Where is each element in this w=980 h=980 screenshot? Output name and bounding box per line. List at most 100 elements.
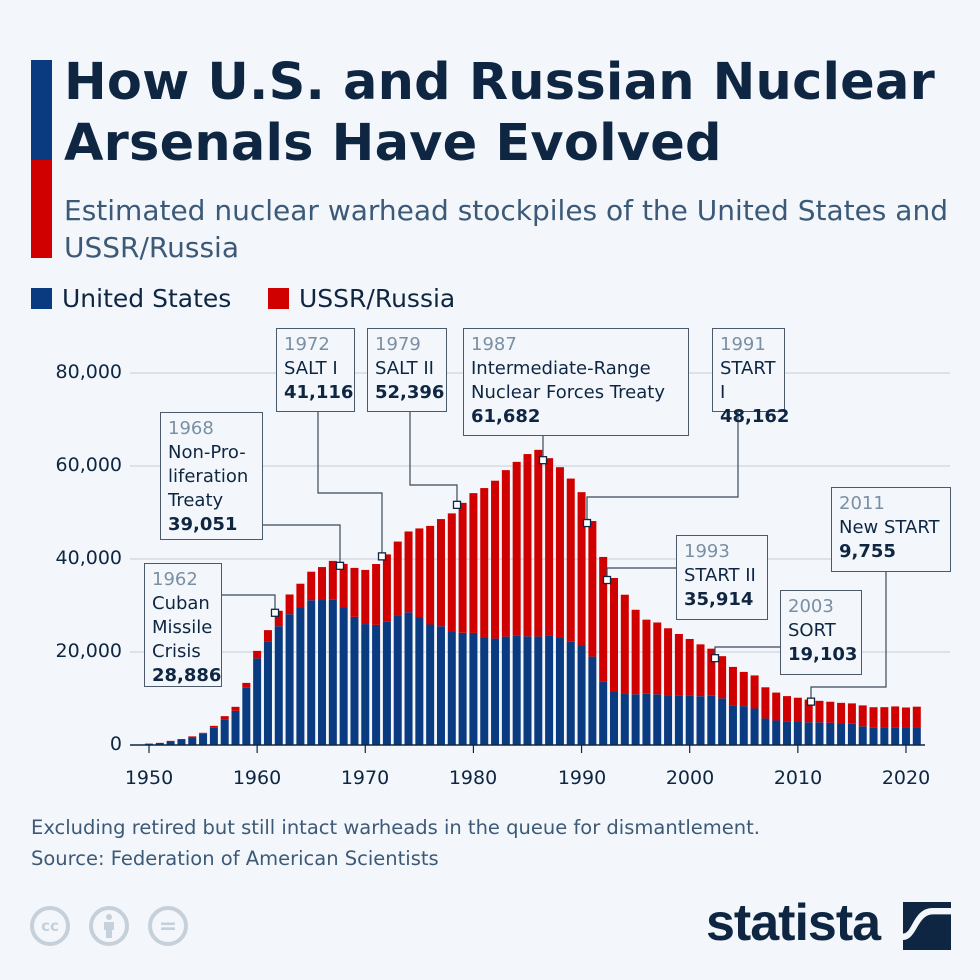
- annotation-year: 1968: [168, 418, 214, 439]
- annotation-marker-2011: [806, 697, 816, 706]
- bar-ussr-russia-2020: [901, 707, 910, 728]
- by-icon[interactable]: [89, 906, 129, 946]
- bar-united-states-2008: [772, 720, 781, 745]
- annotation-marker-1991: [582, 518, 592, 528]
- bar-united-states-1975: [415, 617, 424, 745]
- bar-united-states-1955: [199, 733, 208, 745]
- bar-ussr-russia-1965: [307, 571, 316, 601]
- bar-ussr-russia-2018: [880, 707, 889, 728]
- bar-ussr-russia-1999: [674, 633, 683, 696]
- bar-ussr-russia-2017: [869, 707, 878, 728]
- annotation-marker-1979: [452, 500, 462, 510]
- bar-united-states-1957: [220, 719, 229, 745]
- bar-united-states-1960: [253, 658, 262, 745]
- bar-ussr-russia-2014: [837, 702, 846, 724]
- annotation-label: Nuclear Forces Treaty: [471, 382, 665, 403]
- bar-ussr-russia-1971: [372, 564, 381, 625]
- annotation-value: 9,755: [839, 541, 896, 562]
- bar-united-states-1987: [545, 635, 554, 745]
- annotation-value: 19,103: [788, 644, 858, 665]
- y-tick-label: 20,000: [55, 640, 122, 662]
- bar-united-states-2013: [826, 722, 835, 745]
- bar-ussr-russia-1989: [566, 478, 575, 642]
- bar-united-states-1992: [599, 681, 608, 745]
- bar-united-states-2015: [847, 723, 856, 745]
- bar-united-states-2017: [869, 727, 878, 745]
- bar-united-states-2020: [901, 727, 910, 745]
- annotation-value: 28,886: [152, 665, 222, 686]
- x-tick-label: 2010: [773, 767, 823, 789]
- bar-united-states-1982: [491, 638, 500, 745]
- annotation-value: 41,116: [284, 382, 354, 403]
- annotation-label: Non-Pro-: [168, 442, 246, 463]
- bar-ussr-russia-2015: [847, 703, 856, 724]
- bar-ussr-russia-1986: [534, 449, 543, 637]
- bar-united-states-2007: [761, 718, 770, 745]
- annotation-year: 1993: [684, 541, 730, 562]
- bar-united-states-1996: [642, 693, 651, 745]
- person-icon: [104, 914, 114, 938]
- annotation-1979: 1979 SALT II 52,396: [367, 328, 447, 412]
- x-tick-label: 1950: [124, 767, 174, 789]
- annotation-1962: 1962 Cuban Missile Crisis 28,886: [144, 563, 222, 687]
- annotation-value: 52,396: [375, 382, 445, 403]
- bar-united-states-2018: [880, 727, 889, 745]
- cc-icon[interactable]: cc: [30, 906, 70, 946]
- annotation-connector-1979: [409, 412, 458, 505]
- annotation-connector-1972: [317, 412, 383, 557]
- bar-united-states-1999: [674, 695, 683, 745]
- bar-ussr-russia-2000: [685, 638, 694, 696]
- annotation-label: Intermediate-Range: [471, 358, 651, 379]
- chart-subtitle: Estimated nuclear warhead stockpiles of …: [64, 194, 948, 264]
- bar-ussr-russia-1973: [393, 541, 402, 616]
- bar-united-states-1971: [372, 624, 381, 745]
- legend-swatch-ru: [268, 288, 289, 309]
- bar-ussr-russia-1979: [458, 502, 467, 633]
- bar-ussr-russia-1976: [426, 525, 435, 625]
- annotation-label: SORT: [788, 620, 836, 641]
- source-text: Source: Federation of American Scientist…: [31, 847, 439, 870]
- annotation-label: START I: [720, 358, 776, 403]
- bar-ussr-russia-2008: [772, 692, 781, 721]
- legend-label-ru: USSR/Russia: [299, 284, 456, 313]
- bar-united-states-2014: [837, 723, 846, 745]
- annotation-2003: 2003 SORT 19,103: [780, 590, 862, 675]
- bar-united-states-1963: [285, 614, 294, 745]
- annotation-year: 1972: [284, 334, 330, 355]
- annotation-label: Cuban: [152, 593, 210, 614]
- bar-ussr-russia-1985: [523, 454, 532, 637]
- bar-united-states-1966: [318, 600, 327, 745]
- bar-united-states-1984: [512, 635, 521, 745]
- annotation-value: 35,914: [684, 589, 754, 610]
- bar-united-states-1961: [263, 641, 272, 745]
- legend-swatch-us: [31, 288, 52, 309]
- bar-ussr-russia-1959: [242, 682, 251, 688]
- statista-logo-mark-icon: [903, 902, 951, 950]
- annotation-connector-1991: [586, 412, 739, 524]
- bar-united-states-1976: [426, 624, 435, 745]
- bar-united-states-1985: [523, 636, 532, 745]
- bar-ussr-russia-2001: [696, 644, 705, 697]
- bar-ussr-russia-1969: [350, 567, 359, 617]
- x-tick-label: 1960: [232, 767, 282, 789]
- annotation-label: Crisis: [152, 641, 201, 662]
- bar-united-states-1951: [155, 742, 164, 745]
- annotation-value: 61,682: [471, 406, 541, 427]
- bar-united-states-1956: [209, 727, 218, 745]
- nd-icon[interactable]: =: [148, 906, 188, 946]
- bar-ussr-russia-1998: [664, 628, 673, 696]
- bar-united-states-2009: [783, 721, 792, 745]
- bar-ussr-russia-1988: [555, 467, 564, 638]
- annotation-year: 1991: [720, 334, 766, 355]
- bar-united-states-1959: [242, 687, 251, 745]
- bar-united-states-2006: [750, 708, 759, 745]
- bar-ussr-russia-1955: [199, 732, 208, 734]
- statista-logo[interactable]: statista: [706, 894, 881, 952]
- bar-united-states-1973: [393, 615, 402, 745]
- bar-united-states-2003: [718, 698, 727, 745]
- bar-ussr-russia-1995: [631, 609, 640, 695]
- annotation-year: 2003: [788, 596, 834, 617]
- bar-united-states-2016: [858, 726, 867, 745]
- annotation-label: SALT II: [375, 358, 434, 379]
- bar-ussr-russia-1966: [318, 567, 327, 601]
